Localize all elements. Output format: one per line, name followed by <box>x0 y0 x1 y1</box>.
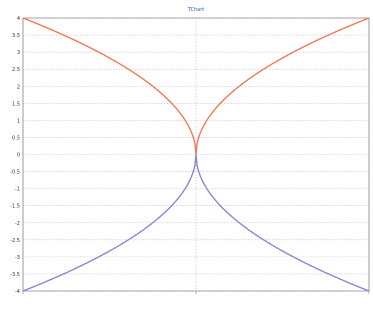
y-tick-label: -3.5 <box>10 272 20 278</box>
y-tick-label: -3 <box>15 255 20 261</box>
grid <box>22 17 370 294</box>
chart-title: TChart <box>187 7 205 13</box>
y-tick-label: 3.5 <box>12 33 20 39</box>
y-tick-label: 2 <box>17 84 20 90</box>
y-tick-label: -2 <box>15 221 20 227</box>
y-tick-label: 0.5 <box>12 135 20 141</box>
y-tick-label: 2.5 <box>12 67 20 73</box>
y-tick-label: 0 <box>17 153 20 159</box>
series-group <box>22 17 370 292</box>
y-tick-label: -0.5 <box>10 170 20 176</box>
y-tick-label: -1.5 <box>10 204 20 210</box>
y-tick-label: 4 <box>17 16 20 22</box>
series-lower-line <box>22 154 370 292</box>
y-tick-label: 1.5 <box>12 101 20 107</box>
y-tick-label: 1 <box>17 118 20 124</box>
y-tick-label: -2.5 <box>10 238 20 244</box>
y-tick-label: 3 <box>17 50 20 56</box>
y-axis-ticks: 4 3.5 3 2.5 2 1.5 1 0.5 0 -0.5 -1 -1.5 -2 -2.5 -3 -3.5 -… <box>10 16 20 295</box>
y-tick-label: -1 <box>15 187 20 193</box>
y-tick-label: -4 <box>15 289 20 295</box>
